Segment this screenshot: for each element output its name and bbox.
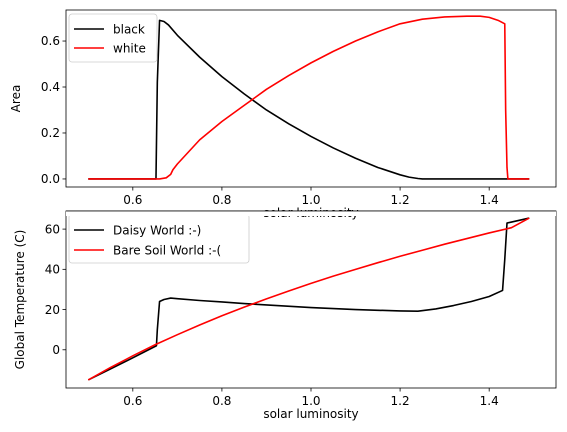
temperature-series-line-0 xyxy=(87,217,530,381)
temperature-y-axis-label: Global Temperature (C) xyxy=(13,230,27,370)
area-x-tick-label: 0.8 xyxy=(212,193,231,207)
temperature-x-tick-label: 1.4 xyxy=(480,394,499,408)
area-x-tick-label: 1.0 xyxy=(301,193,320,207)
area-legend: black white xyxy=(68,13,158,63)
temperature-y-tick-label: 40 xyxy=(45,263,60,277)
temperature-x-axis-label: solar luminosity xyxy=(263,407,358,421)
area-y-ticks: 0.0 0.2 0.4 0.6 xyxy=(41,34,66,186)
area-x-tick-label: 1.2 xyxy=(391,193,410,207)
temperature-y-tick-label: 20 xyxy=(45,303,60,317)
area-y-tick-label: 0.0 xyxy=(41,172,60,186)
temperature-series-line-1 xyxy=(87,217,530,381)
area-series-line-0 xyxy=(88,19,530,180)
area-legend-label-black: black xyxy=(113,23,145,37)
temperature-series-lines xyxy=(87,217,530,381)
temperature-x-ticks: 0.6 0.8 1.0 1.2 1.4 xyxy=(123,388,499,408)
temperature-legend-label-daisy: Daisy World :-) xyxy=(113,224,201,238)
area-y-axis-label: Area xyxy=(9,85,23,113)
temperature-x-tick-label: 0.6 xyxy=(123,394,142,408)
temperature-y-tick-label: 0 xyxy=(52,343,60,357)
area-x-tick-label: 0.6 xyxy=(123,193,142,207)
temperature-x-tick-label: 1.2 xyxy=(391,394,410,408)
area-chart: 0.6 0.8 1.0 1.2 1.4 0.0 0.2 0.4 0.6 Area black … xyxy=(9,9,557,207)
area-legend-label-white: white xyxy=(113,42,146,56)
temperature-chart: 0.6 0.8 1.0 1.2 1.4 0 20 40 60 Global Temperatu… xyxy=(13,210,557,421)
temperature-y-tick-label: 60 xyxy=(45,222,60,236)
area-series-line-1 xyxy=(88,15,530,180)
area-x-ticks: 0.6 0.8 1.0 1.2 1.4 xyxy=(123,187,499,207)
area-y-tick-label: 0.4 xyxy=(41,80,60,94)
temperature-legend: Daisy World :-) Bare Soil World :-( xyxy=(68,213,250,264)
temperature-plot-background xyxy=(66,211,556,216)
temperature-legend-label-bare-soil: Bare Soil World :-( xyxy=(113,244,221,258)
area-legend-box xyxy=(68,13,158,63)
temperature-x-tick-label: 0.8 xyxy=(212,394,231,408)
area-y-tick-label: 0.6 xyxy=(41,34,60,48)
area-series-lines xyxy=(88,15,530,180)
temperature-x-tick-label: 1.0 xyxy=(301,394,320,408)
area-y-tick-label: 0.2 xyxy=(41,126,60,140)
temperature-y-ticks: 0 20 40 60 xyxy=(45,222,66,357)
area-x-tick-label: 1.4 xyxy=(480,193,499,207)
